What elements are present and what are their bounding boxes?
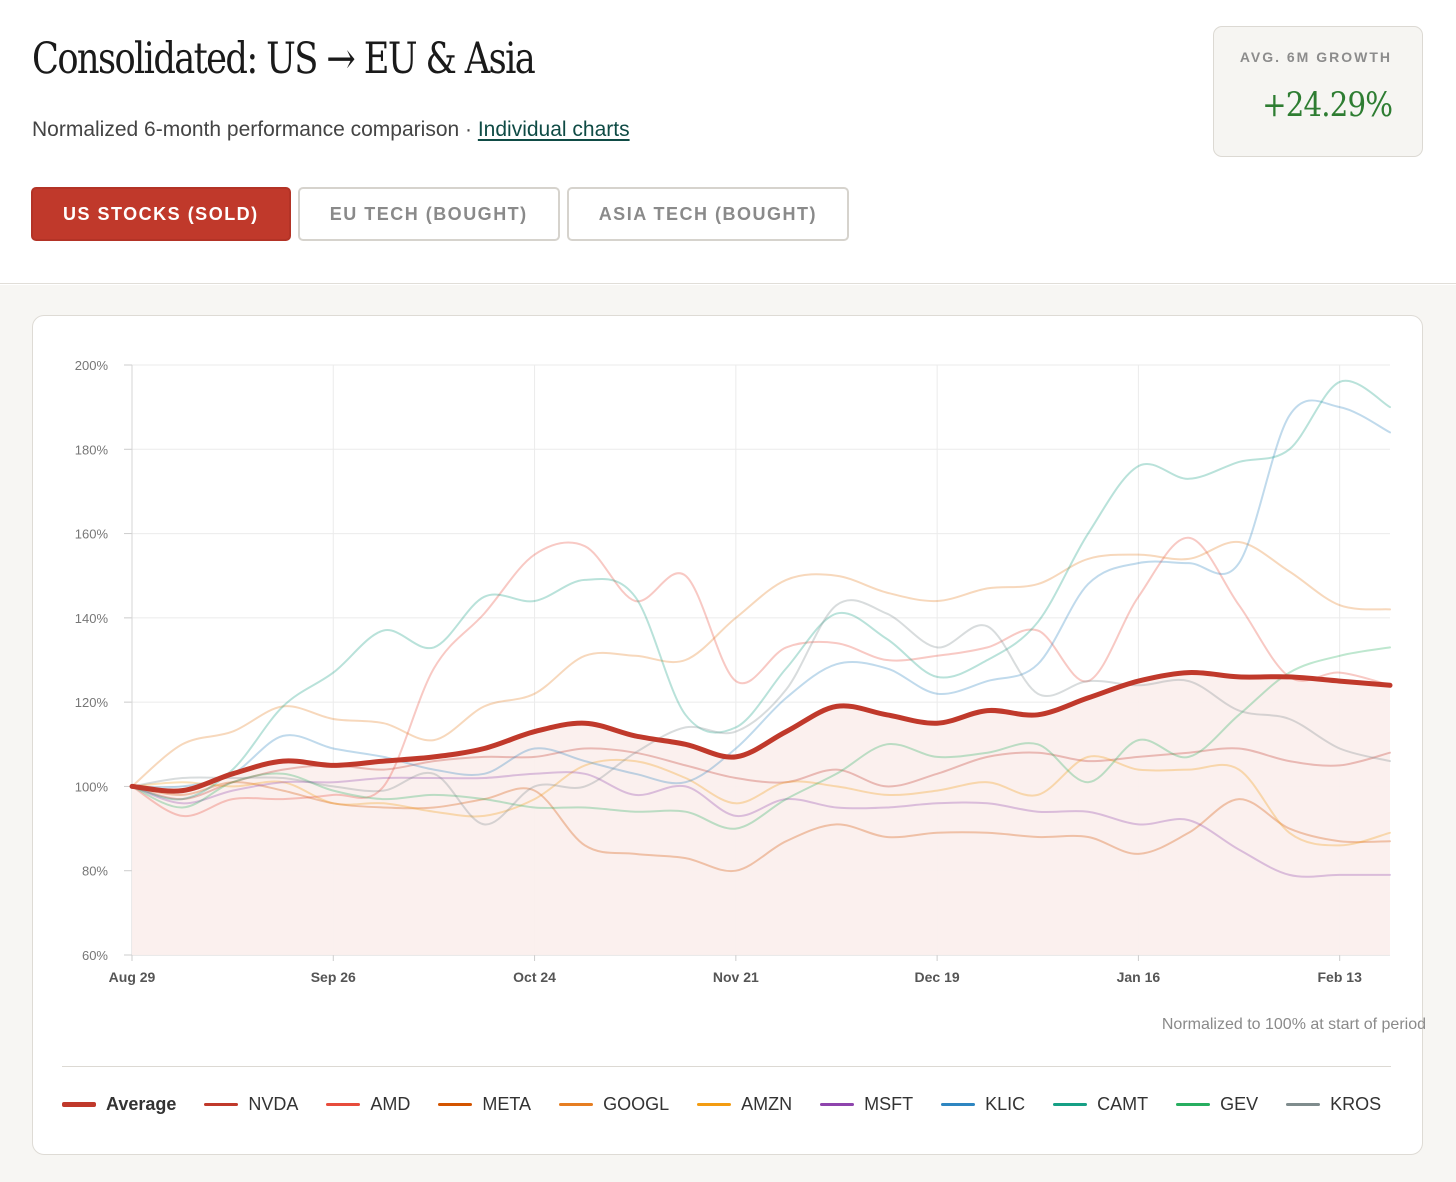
legend-item-klic[interactable]: KLIC [941, 1094, 1025, 1115]
y-tick-label: 100% [75, 779, 109, 794]
legend-label: CAMT [1097, 1094, 1149, 1114]
series-line-camt [131, 379, 1391, 801]
legend-item-kros[interactable]: KROS [1286, 1094, 1381, 1115]
individual-charts-link[interactable]: Individual charts [477, 118, 630, 141]
legend-item-gev[interactable]: GEV [1176, 1094, 1258, 1115]
legend-swatch [438, 1103, 473, 1106]
y-tick-label: 80% [82, 864, 108, 879]
page-title: Consolidated: US → EU & Asia [32, 34, 536, 84]
legend-label: Average [106, 1094, 177, 1114]
legend-label: AMD [370, 1094, 411, 1114]
y-tick-label: 120% [75, 695, 109, 710]
average-area [132, 672, 1390, 955]
legend-swatch [820, 1103, 855, 1106]
avg-growth-value: +24.29% [1262, 85, 1393, 125]
legend-item-meta[interactable]: META [438, 1094, 531, 1115]
x-tick-label: Aug 29 [109, 969, 156, 985]
series-line-googl [131, 540, 1391, 788]
series-line-kros [131, 599, 1391, 826]
series-line-klic [131, 399, 1391, 789]
legend-label: META [482, 1094, 532, 1114]
legend-swatch [1286, 1103, 1321, 1106]
header: Consolidated: US → EU & Asia Normalized … [0, 0, 1456, 284]
legend-swatch [204, 1103, 239, 1106]
subtitle-text: Normalized 6-month performance compariso… [32, 118, 478, 141]
legend-divider [62, 1066, 1391, 1067]
tab-eu-tech[interactable]: EU TECH (BOUGHT) [297, 187, 560, 241]
legend-swatch [1053, 1103, 1088, 1106]
legend-label: AMZN [741, 1094, 793, 1114]
x-tick-label: Sep 26 [311, 969, 356, 985]
legend-label: KLIC [985, 1094, 1026, 1114]
legend-label: MSFT [864, 1094, 914, 1114]
legend-item-amzn[interactable]: AMZN [697, 1094, 792, 1115]
avg-growth-label: AVG. 6M GROWTH [1239, 49, 1392, 65]
legend-label: NVDA [248, 1094, 299, 1114]
legend-swatch [326, 1103, 361, 1106]
x-tick-label: Feb 13 [1318, 969, 1363, 985]
x-tick-label: Jan 16 [1117, 969, 1161, 985]
legend-item-nvda[interactable]: NVDA [204, 1094, 298, 1115]
legend-item-amd[interactable]: AMD [326, 1094, 410, 1115]
tab-asia-tech[interactable]: ASIA TECH (BOUGHT) [566, 187, 850, 241]
x-tick-label: Oct 24 [513, 969, 556, 985]
average-line [129, 670, 1393, 794]
series-line-gev [131, 646, 1391, 830]
legend-swatch [1176, 1103, 1211, 1106]
tab-bar: US STOCKS (SOLD) EU TECH (BOUGHT) ASIA T… [31, 187, 850, 241]
legend-item-googl[interactable]: GOOGL [559, 1094, 669, 1115]
tab-us-stocks[interactable]: US STOCKS (SOLD) [31, 187, 291, 241]
legend-label: KROS [1330, 1094, 1382, 1114]
legend-item-camt[interactable]: CAMT [1053, 1094, 1148, 1115]
series-line-msft [131, 771, 1391, 878]
y-tick-label: 160% [75, 527, 109, 542]
series-line-meta [131, 781, 1391, 873]
y-tick-label: 140% [75, 611, 109, 626]
legend-swatch [559, 1103, 594, 1106]
legend-swatch [697, 1103, 732, 1106]
avg-growth-card: AVG. 6M GROWTH +24.29% [1213, 26, 1423, 157]
legend-swatch [62, 1102, 96, 1107]
legend-swatch [941, 1103, 976, 1106]
legend-item-msft[interactable]: MSFT [820, 1094, 913, 1115]
series-line-amd [131, 536, 1391, 817]
x-tick-label: Nov 21 [713, 969, 759, 985]
legend-label: GEV [1220, 1094, 1259, 1114]
chart-note: Normalized to 100% at start of period [1161, 1016, 1426, 1033]
chart-legend: Average NVDA AMD META GOOGL AMZN MSFT KLIC CAMT G… [62, 1094, 1381, 1115]
y-tick-label: 200% [75, 358, 109, 373]
x-tick-label: Dec 19 [915, 969, 960, 985]
y-tick-label: 180% [75, 442, 109, 457]
page-subtitle: Normalized 6-month performance compariso… [32, 118, 630, 142]
y-tick-label: 60% [82, 948, 108, 963]
series-line-amzn [131, 755, 1391, 847]
legend-label: GOOGL [603, 1094, 670, 1114]
legend-item-average[interactable]: Average [62, 1094, 176, 1115]
